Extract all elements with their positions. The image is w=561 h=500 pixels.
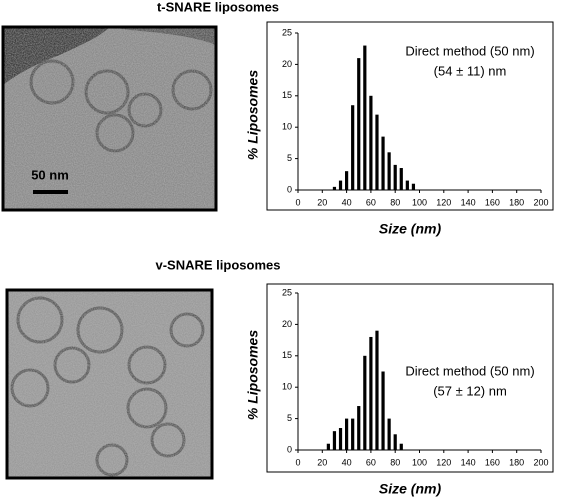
y-tick-label: 20: [282, 319, 292, 329]
bar: [399, 443, 403, 450]
x-tick-label: 160: [485, 197, 500, 207]
x-tick-label: 180: [509, 197, 524, 207]
y-axis-label: % Liposomes: [245, 70, 261, 160]
bar: [375, 330, 379, 450]
bar: [393, 164, 397, 190]
micrograph: [5, 288, 214, 480]
x-tick-label: 0: [295, 197, 300, 207]
y-tick-label: 0: [287, 184, 292, 194]
x-tick-label: 60: [366, 197, 376, 207]
x-tick-label: 200: [533, 197, 548, 207]
y-tick-label: 10: [282, 122, 292, 132]
x-axis-label: Size (nm): [379, 221, 442, 237]
bar: [357, 406, 361, 450]
y-tick-label: 15: [282, 90, 292, 100]
annotation: (57 ± 12) nm: [433, 383, 507, 398]
x-tick-label: 180: [509, 457, 524, 467]
bar: [351, 418, 355, 450]
x-tick-label: 20: [317, 457, 327, 467]
bar: [411, 183, 416, 190]
y-tick-label: 5: [287, 413, 292, 423]
bar: [351, 105, 355, 190]
scale-bar-label: 50 nm: [31, 167, 69, 182]
x-tick-label: 160: [485, 457, 500, 467]
y-tick-label: 10: [282, 382, 292, 392]
annotation: Direct method (50 nm): [405, 43, 534, 58]
bar: [381, 371, 385, 450]
chart-frame: [266, 21, 554, 211]
bar: [369, 336, 373, 450]
x-tick-label: 200: [533, 457, 548, 467]
bar: [387, 152, 391, 190]
y-tick-label: 15: [282, 350, 292, 360]
bar: [332, 431, 337, 450]
bar: [326, 443, 330, 450]
annotation: (54 ± 11) nm: [434, 63, 507, 78]
y-tick-label: 5: [287, 153, 292, 163]
x-tick-label: 40: [342, 457, 352, 467]
y-tick-label: 25: [282, 287, 292, 297]
bar: [338, 180, 343, 190]
x-tick-label: 80: [390, 457, 400, 467]
bar: [363, 45, 367, 191]
bar: [381, 136, 385, 190]
x-tick-label: 60: [366, 457, 376, 467]
bar: [399, 168, 403, 190]
panel-title: v-SNARE liposomes: [156, 257, 281, 272]
chart-frame: [266, 283, 554, 473]
bar: [369, 95, 373, 190]
bar: [357, 58, 361, 191]
bar: [375, 114, 379, 190]
y-tick-label: 25: [282, 27, 292, 37]
y-axis-label: % Liposomes: [245, 330, 261, 420]
x-tick-label: 100: [412, 197, 427, 207]
panel-title: t-SNARE liposomes: [157, 0, 279, 14]
annotation: Direct method (50 nm): [405, 363, 534, 378]
bar: [345, 171, 349, 190]
bar: [387, 418, 391, 450]
x-axis-label: Size (nm): [379, 481, 442, 497]
x-tick-label: 120: [436, 457, 451, 467]
x-tick-label: 80: [390, 197, 400, 207]
y-tick-label: 0: [287, 444, 292, 454]
x-tick-label: 0: [295, 457, 300, 467]
x-tick-label: 40: [342, 197, 352, 207]
bar: [338, 428, 343, 450]
x-tick-label: 20: [317, 197, 327, 207]
x-tick-label: 140: [461, 197, 476, 207]
micrograph: 50 nm: [1, 25, 218, 212]
bar: [393, 434, 397, 450]
bar: [363, 355, 367, 450]
x-tick-label: 120: [436, 197, 451, 207]
y-tick-label: 20: [282, 59, 292, 69]
bar: [345, 418, 349, 450]
bar: [332, 186, 337, 190]
x-tick-label: 140: [461, 457, 476, 467]
bar: [405, 180, 409, 190]
x-tick-label: 100: [412, 457, 427, 467]
